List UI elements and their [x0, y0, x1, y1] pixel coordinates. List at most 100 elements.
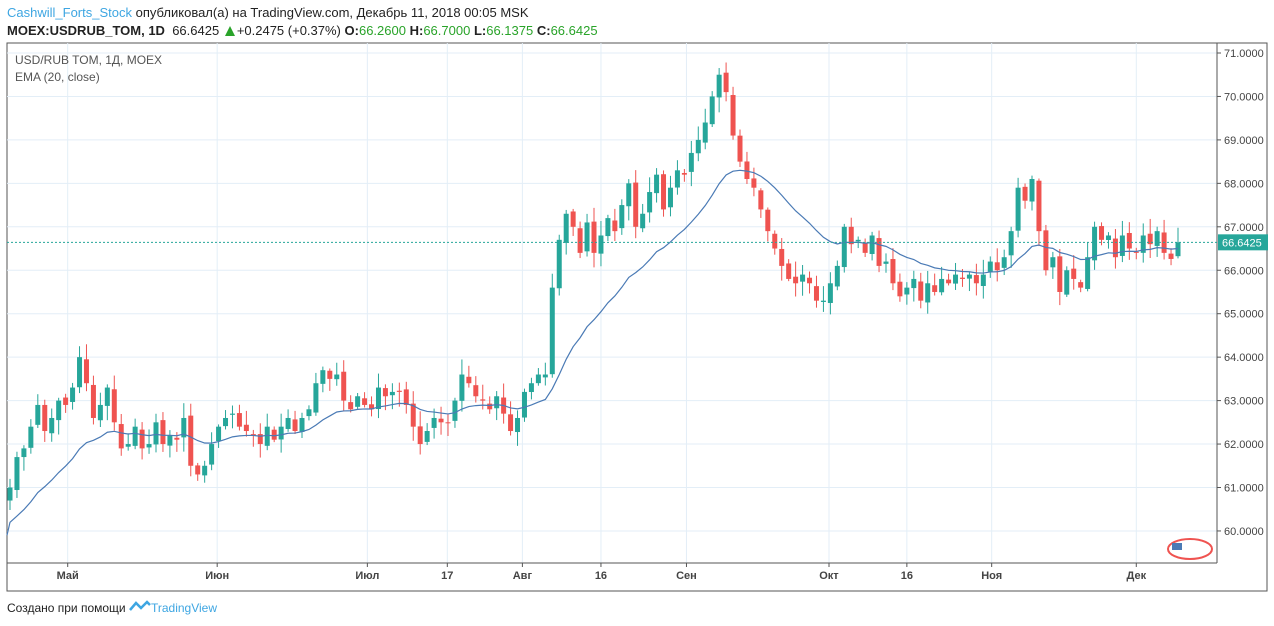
candle-up [647, 192, 653, 213]
candle-down [1078, 282, 1084, 288]
candle-down [250, 434, 256, 436]
candle-up [939, 278, 945, 293]
candle-down [90, 384, 96, 418]
candle-up [153, 422, 159, 445]
candle-up [452, 400, 458, 421]
candle-up [424, 431, 430, 442]
x-tick-label: Июн [205, 570, 229, 582]
candle-up [320, 370, 326, 384]
candle-up [494, 396, 500, 409]
candle-down [382, 388, 388, 397]
candle-up [640, 213, 646, 229]
candle-down [341, 371, 347, 401]
candle-down [160, 420, 166, 445]
candle-down [1057, 256, 1063, 292]
y-tick-label: 70.0000 [1224, 91, 1264, 103]
candle-down [807, 277, 813, 284]
candle-down [779, 248, 785, 266]
candle-down [813, 286, 819, 301]
us-flag-icon [1172, 543, 1182, 550]
candle-down [1043, 230, 1049, 271]
candle-up [834, 265, 840, 287]
candle-down [862, 242, 868, 253]
candle-up [953, 274, 959, 284]
x-tick-label: 16 [901, 570, 913, 582]
candle-up [306, 409, 312, 417]
candle-up [209, 444, 215, 465]
last-price: 66.6425 [172, 23, 220, 38]
candle-down [257, 434, 263, 445]
candle-up [542, 374, 548, 378]
candle-down [1112, 238, 1118, 258]
high-value: 66.7000 [423, 23, 471, 38]
candle-up [35, 404, 41, 425]
candle-up [598, 235, 604, 254]
y-tick-label: 64.0000 [1224, 352, 1264, 364]
y-tick-label: 67.0000 [1224, 222, 1264, 234]
candle-up [132, 426, 138, 446]
candle-down [396, 390, 402, 392]
symbol: MOEX:USDRUB_TOM, 1D [7, 23, 165, 38]
candle-down [292, 419, 298, 432]
candle-up [869, 235, 875, 254]
candle-up [28, 426, 34, 448]
author-link[interactable]: Cashwill_Forts_Stock [7, 5, 132, 20]
candle-up [549, 287, 555, 375]
change: +0.2475 (+0.37%) [236, 23, 341, 38]
tradingview-link[interactable]: TradingView [150, 601, 218, 615]
candle-up [334, 374, 340, 380]
candle-up [459, 374, 465, 401]
y-tick-label: 61.0000 [1224, 483, 1264, 495]
candle-down [918, 281, 924, 301]
candle-up [1029, 179, 1035, 202]
candle-down [403, 389, 409, 405]
candle-down [946, 279, 952, 284]
x-tick-label: Дек [1126, 570, 1146, 582]
candle-down [723, 72, 729, 93]
x-tick-label: Авг [513, 570, 533, 582]
chart-legend-title: USD/RUB TOM, 1Д, MOEX [15, 53, 163, 67]
candle-up [97, 404, 103, 421]
candle-up [1001, 257, 1007, 268]
candle-down [1133, 251, 1139, 253]
candle-down [195, 465, 201, 475]
candle-down [487, 403, 493, 410]
chart-frame [6, 42, 1268, 592]
candle-up [21, 448, 27, 458]
candle-up [216, 426, 222, 442]
x-tick-label: Окт [819, 570, 839, 582]
candle-down [848, 226, 854, 245]
candle-down [1071, 268, 1077, 279]
current-price-label: 66.6425 [1222, 237, 1262, 249]
candle-up [1140, 235, 1146, 253]
candle-down [744, 161, 750, 180]
candle-up [1119, 235, 1125, 256]
candle-down [730, 95, 736, 136]
candle-up [146, 444, 152, 448]
candle-down [793, 276, 799, 284]
candle-down [473, 385, 479, 397]
candle-down [243, 424, 249, 432]
candle-down [410, 403, 416, 427]
candle-down [327, 370, 333, 379]
candle-up [904, 287, 910, 295]
candle-up [528, 383, 534, 393]
candle-up [1105, 235, 1111, 241]
footer: Создано при помощи TradingView [7, 600, 217, 615]
publish-info: Cashwill_Forts_Stock опубликовал(а) на T… [7, 5, 529, 20]
candle-down [271, 429, 277, 440]
candle-up [285, 417, 291, 429]
candle-up [619, 205, 625, 229]
candle-down [1168, 253, 1174, 259]
candle-down [681, 173, 687, 175]
x-tick-label: 16 [595, 570, 607, 582]
candle-up [800, 274, 806, 282]
x-tick-label: Ноя [981, 570, 1002, 582]
x-tick-label: Сен [676, 570, 697, 582]
candle-up [202, 465, 208, 476]
open-label: O: [344, 23, 359, 38]
candle-up [125, 444, 131, 447]
candle-up [688, 152, 694, 172]
candle-up [355, 396, 361, 407]
